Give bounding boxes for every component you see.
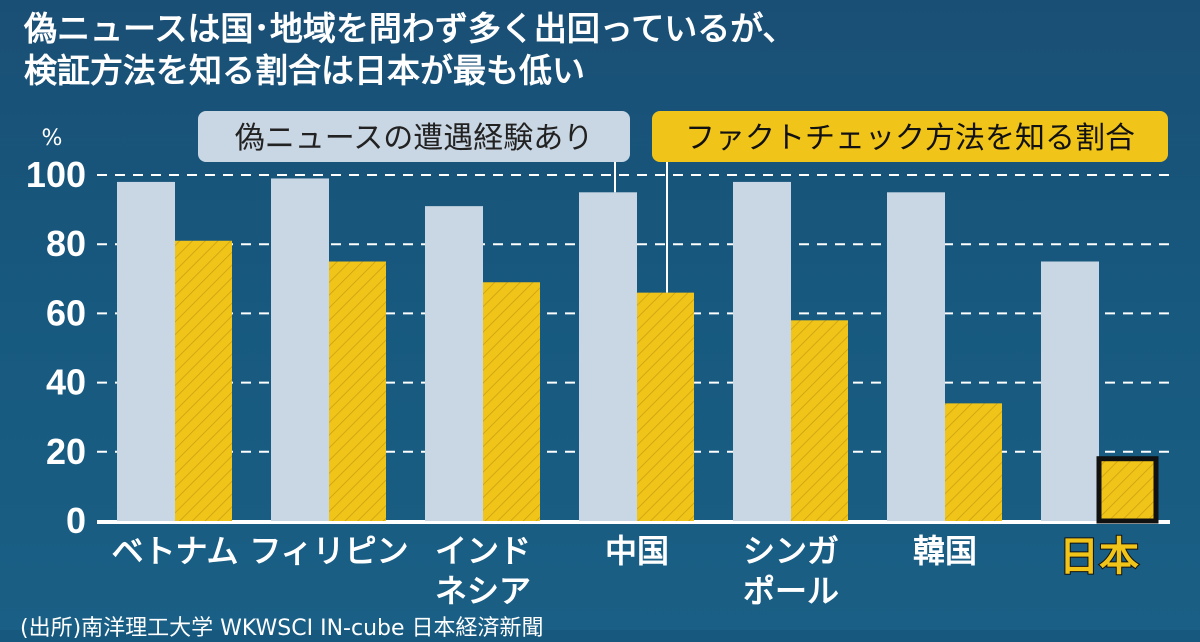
bar-factcheck [483,282,540,521]
category-label: ポール [743,572,839,610]
bar-factcheck [637,292,694,521]
bar-encounter [117,181,175,522]
bar-encounter [887,192,945,522]
bar-factcheck [175,240,232,522]
legend-label-factcheck: ファクトチェック方法を知る割合 [685,121,1135,156]
bar-encounter [1041,261,1099,521]
y-tick-label: 100 [26,154,86,195]
bar-encounter [733,181,791,522]
bar-factcheck [945,403,1002,521]
bar-factcheck [1096,456,1159,524]
bar-factcheck [329,261,386,521]
category-label: フィリピン [249,532,408,570]
y-unit-label: % [42,126,63,151]
bar-factcheck [791,320,848,521]
category-label: ネシア [435,572,531,610]
y-tick-label: 20 [46,431,86,472]
chart-title-line-1: 偽ニュースは国･地域を問わず多く出回っているが、 [24,9,796,48]
category-label: インド [435,532,531,570]
category-label: 韓国 [913,532,977,570]
category-label: ベトナム [111,532,238,570]
category-label-highlight: 日本 [1059,534,1139,580]
chart-title-line-2: 検証方法を知る割合は日本が最も低い [24,51,585,90]
legend-label-encounter: 偽ニュースの遭遇経験あり [235,121,594,156]
bar-encounter [271,178,329,521]
legend-box-factcheck [652,111,1168,162]
y-tick-label: 60 [46,292,86,333]
source-note: (出所)南洋理工大学 WKWSCI IN-cube 日本経済新聞 [20,616,544,641]
category-label: シンガ [743,532,839,570]
y-tick-label: 80 [46,223,86,264]
bar-encounter [579,192,637,522]
category-label: 中国 [605,532,669,570]
bar-encounter [425,206,483,521]
y-tick-label: 0 [66,500,86,541]
y-tick-label: 40 [46,362,86,403]
legend-box-encounter [198,111,630,162]
